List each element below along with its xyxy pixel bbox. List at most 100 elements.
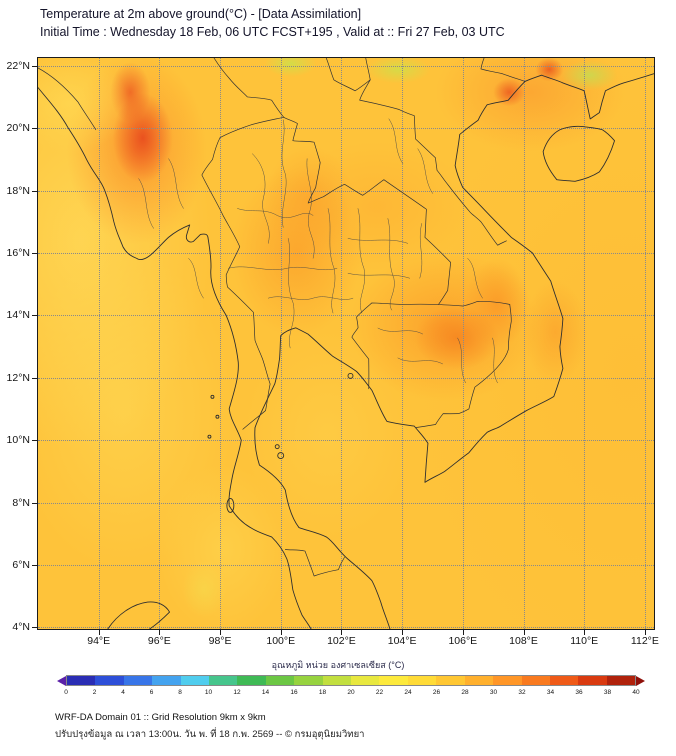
lat-tick-label: 6°N <box>12 559 30 572</box>
colorbar-tick-label: 2 <box>92 689 97 696</box>
lat-tick-label: 12°N <box>6 371 30 384</box>
colorbar-tick-label: 0 <box>64 689 68 696</box>
colorbar-cell <box>606 676 636 685</box>
lat-tick-label: 16°N <box>6 247 30 259</box>
lat-tick-label: 20°N <box>6 122 30 135</box>
colorbar-tick-label: 22 <box>375 689 384 696</box>
lat-tick-mark <box>32 565 37 567</box>
lat-tick-label: 22°N <box>6 59 30 72</box>
colorbar-tick-label: 28 <box>461 689 469 696</box>
colorbar-cell <box>95 676 124 685</box>
lon-tick-mark <box>644 630 646 635</box>
lon-tick-label: 102°E <box>327 635 356 647</box>
lon-tick-label: 94°E <box>87 635 111 647</box>
lon-tick-mark <box>402 630 404 635</box>
footer-update-info: ปรับปรุงข้อมูล ณ เวลา 13:00น. วัน พ. ที่… <box>55 729 365 740</box>
lat-tick-label: 8°N <box>12 496 30 509</box>
lat-tick-mark <box>32 190 37 192</box>
colorbar-cell <box>123 676 153 685</box>
lon-tick-mark <box>462 630 464 635</box>
colorbar <box>57 675 645 686</box>
colorbar-cell <box>152 676 181 685</box>
samui-island <box>277 452 285 460</box>
colorbar-tick-label: 34 <box>546 689 555 696</box>
lat-tick-mark <box>32 65 37 67</box>
lat-tick-mark <box>32 440 37 442</box>
colorbar-tick-label: 14 <box>261 689 270 696</box>
colorbar-cell <box>237 676 266 685</box>
coastline-east <box>254 73 654 629</box>
footer-domain-info: WRF-DA Domain 01 :: Grid Resolution 9km … <box>55 712 266 723</box>
mergui-islet-2 <box>215 414 220 419</box>
colorbar-cell <box>67 676 96 685</box>
colorbar-cell <box>549 676 579 685</box>
lat-tick-label: 14°N <box>6 309 30 322</box>
colorbar-cell <box>521 676 550 685</box>
colorbar-tick-label: 26 <box>432 689 441 696</box>
lat-tick-mark <box>32 502 37 504</box>
lon-tick-label: 98°E <box>208 635 232 647</box>
lon-tick-label: 112°E <box>630 635 659 647</box>
colorbar-cell <box>407 676 437 685</box>
colorbar-cell <box>294 676 323 685</box>
lat-tick-label: 10°N <box>6 434 30 447</box>
lat-tick-mark <box>32 627 37 629</box>
colorbar-cell <box>436 676 465 685</box>
colorbar-tick-label: 16 <box>290 689 298 696</box>
colorbar-cells <box>66 675 636 686</box>
colorbar-over-arrow-icon <box>636 675 645 686</box>
colorbar-tick-label: 36 <box>575 689 583 696</box>
colorbar-tick-label: 12 <box>233 689 241 696</box>
lon-tick-mark <box>523 630 525 635</box>
lat-tick-mark <box>32 253 37 254</box>
lon-tick-mark <box>341 630 343 635</box>
colorbar-label: อุณหภูมิ หน่วย องศาเซลเซียส (°C) <box>271 660 405 670</box>
colorbar-tick-label: 4 <box>121 689 125 696</box>
colorbar-tick-label: 8 <box>178 689 182 696</box>
temperature-field <box>38 58 654 629</box>
lon-tick-label: 106°E <box>448 635 478 647</box>
map-subtitle: Initial Time : Wednesday 18 Feb, 06 UTC … <box>40 25 505 39</box>
colorbar-tick-label: 18 <box>318 689 327 696</box>
lon-tick-mark <box>280 630 282 635</box>
mergui-islet-1 <box>210 394 215 399</box>
colorbar-under-arrow-icon <box>57 675 66 686</box>
colorbar-cell <box>493 676 522 685</box>
lat-tick-mark <box>32 315 37 317</box>
map-title: Temperature at 2m above ground(°C) - [Da… <box>40 7 362 21</box>
geographic-boundaries <box>38 58 654 629</box>
lon-tick-mark <box>220 630 222 635</box>
colorbar-cell <box>322 676 352 685</box>
lat-tick-label: 18°N <box>6 184 30 197</box>
colorbar-cell <box>180 676 210 685</box>
mergui-islet-3 <box>207 434 212 439</box>
phangan-island <box>274 444 280 450</box>
colorbar-cell <box>351 676 380 685</box>
colorbar-tick-label: 20 <box>347 689 355 696</box>
lon-tick-label: 96°E <box>147 635 171 647</box>
map-plot: 94°E 96°E 98°E 100°E 102°E 104°E 106°E 108°E 110… <box>7 57 659 647</box>
lon-tick-mark <box>584 630 586 635</box>
lon-tick-label: 108°E <box>509 635 538 647</box>
phuket-island <box>226 498 235 513</box>
national-borders <box>38 58 526 577</box>
lon-tick-label: 104°E <box>387 635 417 647</box>
lon-tick-label: 110°E <box>570 635 599 647</box>
colorbar-tick-label: 24 <box>404 689 412 696</box>
colorbar-tick-label: 38 <box>603 689 612 696</box>
lat-tick-label: 4°N <box>12 621 30 634</box>
lon-tick-label: 100°E <box>266 635 296 647</box>
sumatra-coast <box>107 601 171 629</box>
colorbar-cell <box>379 676 408 685</box>
lon-tick-mark <box>98 630 100 635</box>
hainan-island <box>542 125 615 182</box>
colorbar-cell <box>464 676 494 685</box>
colorbar-tick-label: 40 <box>632 689 640 696</box>
colorbar-tick-label: 6 <box>149 689 154 696</box>
colorbar-ticks: 0 2 4 6 8 10 12 14 16 18 20 22 24 26 28 30 32 34 36 38 40 <box>64 689 640 698</box>
colorbar-cell <box>265 676 295 685</box>
lat-tick-mark <box>32 377 37 379</box>
colorbar-tick-label: 30 <box>489 689 498 696</box>
colorbar-cell <box>578 676 607 685</box>
